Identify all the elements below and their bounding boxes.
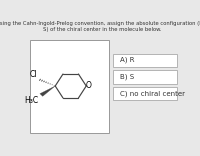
FancyBboxPatch shape — [30, 40, 109, 133]
FancyBboxPatch shape — [113, 87, 177, 100]
FancyBboxPatch shape — [113, 70, 177, 84]
Text: Cl: Cl — [30, 70, 37, 79]
Text: O: O — [86, 81, 92, 90]
Text: B) S: B) S — [120, 74, 134, 80]
Polygon shape — [40, 86, 55, 96]
FancyBboxPatch shape — [113, 54, 177, 67]
Text: H₃C: H₃C — [24, 96, 38, 105]
Text: S) of the chiral center in the molecule below.: S) of the chiral center in the molecule … — [43, 27, 162, 32]
Text: C) no chiral center: C) no chiral center — [120, 90, 185, 97]
Text: A) R: A) R — [120, 57, 134, 63]
Text: Using the Cahn-Ingold-Prelog convention, assign the absolute configuration (R or: Using the Cahn-Ingold-Prelog convention,… — [0, 21, 200, 26]
